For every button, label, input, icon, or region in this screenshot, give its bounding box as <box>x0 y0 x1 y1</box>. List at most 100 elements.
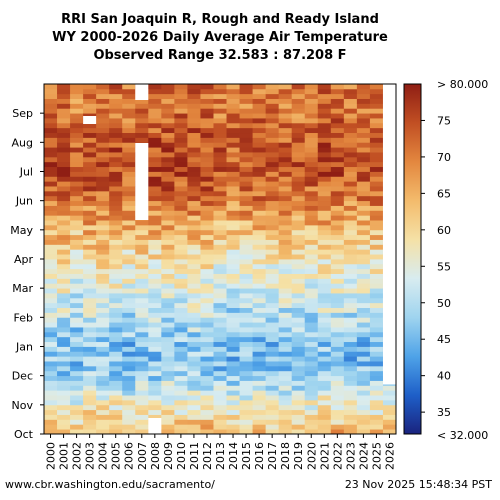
heatmap-cell <box>252 283 267 289</box>
heatmap-cell <box>291 122 306 129</box>
heatmap-cell <box>239 195 253 202</box>
heatmap-cell <box>70 166 84 172</box>
heatmap-cell <box>213 108 227 114</box>
heatmap-cell <box>291 249 306 255</box>
heatmap-cell <box>278 176 293 182</box>
heatmap-cell <box>239 171 253 177</box>
heatmap-cell <box>148 147 162 153</box>
heatmap-cell <box>265 93 280 99</box>
heatmap-cell <box>213 307 227 313</box>
heatmap-cell <box>70 317 84 323</box>
heatmap-cell <box>265 307 280 313</box>
heatmap-cell <box>317 166 332 172</box>
heatmap-cell <box>356 365 371 372</box>
heatmap-cell <box>57 307 71 313</box>
heatmap-cell <box>70 137 84 143</box>
heatmap-cell <box>70 414 84 420</box>
heatmap-cell <box>57 278 71 284</box>
heatmap-cell <box>57 205 71 211</box>
heatmap-cell <box>57 419 71 425</box>
heatmap-cell <box>304 181 319 187</box>
heatmap-cell <box>330 88 345 95</box>
heatmap-cell <box>265 395 280 401</box>
x-tick-label: 2004 <box>97 442 110 470</box>
heatmap-cell <box>109 302 123 309</box>
heatmap-cell <box>265 166 280 172</box>
heatmap-cell <box>343 195 358 202</box>
heatmap-cell <box>278 156 293 163</box>
heatmap-cell <box>252 370 267 377</box>
heatmap-cell <box>187 297 201 304</box>
heatmap-cell <box>148 156 162 163</box>
heatmap-cell <box>122 424 136 430</box>
heatmap-cell <box>265 288 280 294</box>
heatmap-cell <box>330 293 345 299</box>
heatmap-cell <box>148 341 162 347</box>
heatmap-cell <box>44 336 58 343</box>
heatmap-cell <box>57 229 71 236</box>
x-tick-label: 2019 <box>292 442 305 470</box>
heatmap-cell <box>343 346 358 352</box>
heatmap-cell <box>83 273 97 279</box>
heatmap-cell <box>213 98 227 104</box>
heatmap-cell <box>213 293 227 299</box>
heatmap-cell <box>44 317 58 323</box>
heatmap-cell <box>44 118 58 124</box>
heatmap-cell <box>83 171 97 177</box>
heatmap-cell <box>252 113 267 119</box>
heatmap-cell <box>330 341 345 347</box>
heatmap-cell <box>135 414 149 420</box>
heatmap-cell <box>226 122 240 129</box>
heatmap-cell <box>213 244 227 250</box>
heatmap-cell <box>109 293 123 299</box>
heatmap-cell <box>304 390 319 396</box>
heatmap-cell <box>317 361 332 367</box>
heatmap-cell <box>57 152 71 158</box>
heatmap-cell <box>356 268 371 274</box>
heatmap-cell <box>70 322 84 328</box>
heatmap-cell <box>343 399 358 406</box>
heatmap-cell <box>343 229 358 236</box>
heatmap-cell <box>317 351 332 357</box>
heatmap-cell <box>239 181 253 187</box>
heatmap-cell <box>265 220 280 226</box>
heatmap-cell <box>200 327 214 333</box>
heatmap-cell <box>226 215 240 221</box>
heatmap-cell <box>148 307 162 313</box>
heatmap-cell <box>226 205 240 211</box>
x-tick-label: 2023 <box>344 442 357 470</box>
heatmap-cell <box>226 278 240 284</box>
heatmap-cell <box>317 215 332 221</box>
heatmap-cell <box>187 385 201 391</box>
heatmap-cell <box>122 249 136 255</box>
heatmap-cell <box>291 244 306 250</box>
heatmap-cell <box>109 254 123 260</box>
heatmap-cell <box>343 395 358 401</box>
heatmap-cell <box>239 210 253 216</box>
heatmap-cell <box>369 380 384 386</box>
heatmap-cell <box>148 132 162 138</box>
heatmap-cell <box>174 249 188 255</box>
heatmap-cell <box>278 336 293 343</box>
heatmap-cell <box>200 380 214 386</box>
heatmap-cell <box>330 171 345 177</box>
heatmap-cell <box>343 122 358 129</box>
heatmap-cell <box>200 234 214 240</box>
heatmap-cell <box>278 220 293 226</box>
colorbar-label: 40 <box>437 370 451 383</box>
heatmap-cell <box>239 283 253 289</box>
heatmap-cell <box>330 307 345 313</box>
y-tick-label: Apr <box>14 253 34 266</box>
heatmap-cell <box>174 118 188 124</box>
heatmap-cell <box>187 293 201 299</box>
heatmap-cell <box>161 370 175 377</box>
heatmap-cell <box>44 288 58 294</box>
heatmap-cell <box>96 259 110 265</box>
heatmap-cell <box>83 127 97 134</box>
heatmap-cell <box>356 380 371 386</box>
heatmap-cell <box>317 380 332 386</box>
heatmap-cell <box>57 385 71 391</box>
heatmap-cell <box>304 118 319 124</box>
heatmap-cell <box>174 171 188 177</box>
heatmap-cell <box>213 239 227 245</box>
